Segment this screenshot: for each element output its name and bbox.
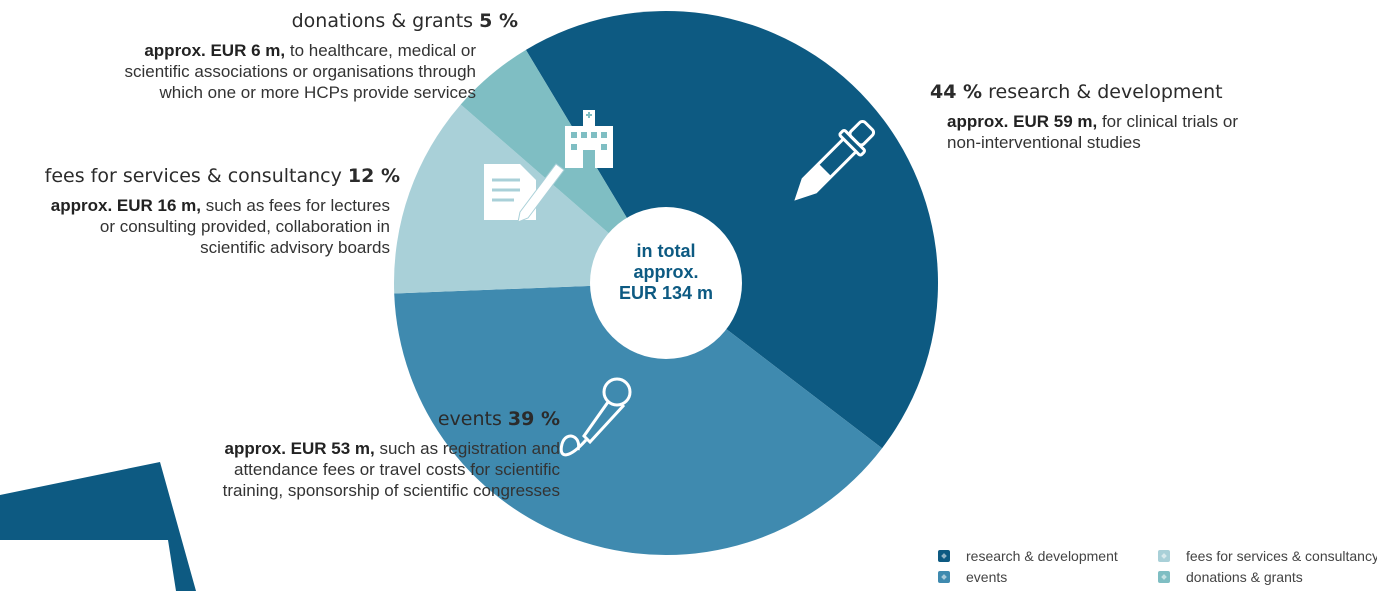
center-hole [590, 207, 742, 359]
label-events: events 39 % approx. EUR 53 m, such as re… [160, 408, 560, 501]
slice-pct: 39 % [507, 408, 560, 430]
legend-item-research-development: research & development [938, 548, 1118, 564]
legend-label: events [966, 569, 1008, 585]
slice-name: events [437, 408, 502, 430]
slice-description: approx. EUR 53 m, such as registration a… [220, 438, 560, 501]
center-line-1: in total [636, 241, 696, 261]
pie-slice-research-development [525, 10, 939, 449]
microphone-icon [559, 377, 632, 457]
slice-amount: approx. EUR 53 m, [224, 439, 375, 458]
slice-description: approx. EUR 6 m, to healthcare, medical … [80, 40, 476, 103]
slice-pct: 5 % [479, 10, 518, 32]
slice-pct: 44 % [930, 81, 983, 103]
slice-amount: approx. EUR 6 m, [144, 41, 286, 60]
legend-item-fees-services: fees for services & consultancy [1158, 548, 1377, 564]
legend-label: donations & grants [1186, 569, 1303, 585]
legend-label: research & development [966, 548, 1118, 564]
slice-description: approx. EUR 59 m, for clinical trials or… [930, 111, 1267, 153]
legend-item-events: events [938, 569, 1007, 585]
label-fees-services: fees for services & consultancy 12 % app… [0, 165, 400, 258]
slice-heading: 44 % research & development [930, 81, 1290, 103]
pipette-icon [794, 119, 876, 201]
slice-text: such as fees for lectures or consulting … [99, 196, 390, 257]
pie-slice-donations-grants [460, 49, 666, 283]
label-donations-grants: donations & grants 5 % approx. EUR 6 m, … [40, 10, 518, 103]
slice-text: to healthcare, medical or scientific ass… [124, 41, 476, 102]
slice-heading: events 39 % [160, 408, 560, 430]
legend-swatch [1158, 550, 1170, 562]
decorative-corner-shape [0, 462, 196, 591]
slice-description: approx. EUR 16 m, such as fees for lectu… [50, 195, 390, 258]
legend-swatch [1158, 571, 1170, 583]
slice-heading: donations & grants 5 % [40, 10, 518, 32]
center-line-2: approx. [633, 262, 699, 282]
pie-slice-events [394, 283, 883, 556]
slice-name: donations & grants [291, 10, 474, 32]
legend-label: fees for services & consultancy [1186, 548, 1377, 564]
slice-amount: approx. EUR 16 m, [50, 196, 201, 215]
slice-heading: fees for services & consultancy 12 % [0, 165, 400, 187]
slice-name: research & development [988, 81, 1223, 103]
slice-text: for clinical trials or non-interventiona… [947, 112, 1238, 152]
document-pen-icon [484, 163, 565, 223]
legend-swatch [938, 550, 950, 562]
label-research-development: 44 % research & development approx. EUR … [930, 81, 1290, 153]
legend-swatch [938, 571, 950, 583]
center-line-3: EUR 134 m [618, 283, 714, 303]
slice-text: such as registration and attendance fees… [222, 439, 560, 500]
slice-amount: approx. EUR 59 m, [947, 112, 1098, 131]
hospital-icon [565, 110, 613, 168]
slice-name: fees for services & consultancy [44, 165, 342, 187]
center-total-label: in total approx. EUR 134 m [611, 241, 721, 304]
slice-pct: 12 % [347, 165, 400, 187]
legend-item-donations-grants: donations & grants [1158, 569, 1303, 585]
